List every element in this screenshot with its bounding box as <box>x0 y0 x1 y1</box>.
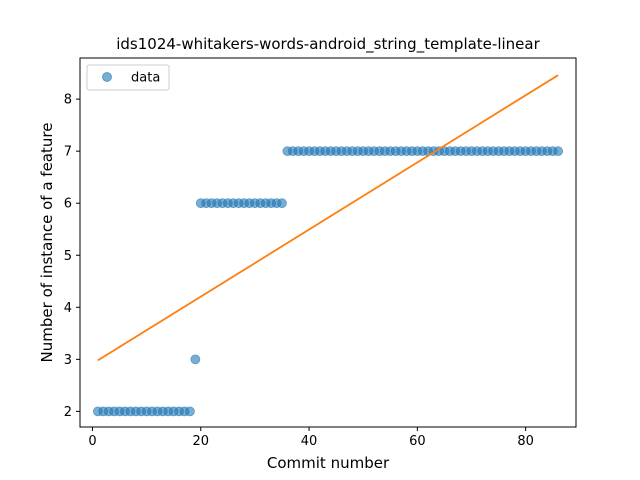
y-tick-label: 8 <box>64 93 72 108</box>
legend-label-data: data <box>131 71 160 86</box>
legend: data <box>86 64 170 91</box>
fit-line <box>97 74 559 362</box>
x-tick-label: 80 <box>517 434 534 449</box>
legend-box <box>86 64 170 91</box>
data-point <box>277 198 287 209</box>
y-tick-label: 7 <box>64 145 72 160</box>
axes: 0 20 40 60 80 2 3 4 5 6 7 8 <box>64 57 577 449</box>
axes-frame <box>79 57 577 428</box>
legend-marker-data <box>102 72 112 82</box>
y-tick-label: 6 <box>64 197 72 212</box>
y-tick-label: 3 <box>64 353 72 368</box>
data-point <box>553 146 564 157</box>
data-point <box>190 354 201 365</box>
y-axis-label: Number of instance of a feature <box>38 123 56 363</box>
x-axis-label: Commit number <box>267 454 390 472</box>
x-tick-label: 60 <box>409 434 426 449</box>
chart-title: ids1024-whitakers-words-android_string_t… <box>116 35 540 54</box>
x-tick-label: 20 <box>192 434 209 449</box>
x-tick-label: 40 <box>301 434 318 449</box>
plot-area <box>92 74 564 417</box>
y-tick-label: 2 <box>64 405 72 420</box>
y-tick-label: 4 <box>64 301 72 316</box>
y-tick-label: 5 <box>64 249 72 264</box>
x-tick-label: 0 <box>88 434 96 449</box>
data-point <box>185 406 195 417</box>
